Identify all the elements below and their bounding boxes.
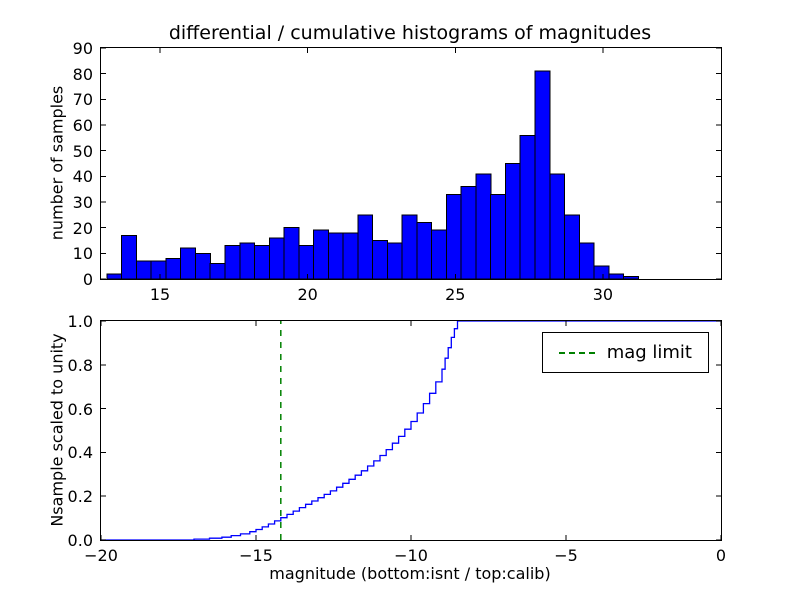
histogram-bar: [519, 134, 536, 279]
histogram-bar: [593, 265, 610, 279]
histogram-bar: [298, 245, 315, 279]
y-tick-label: 80: [72, 64, 93, 84]
cumulative-plot-area: [101, 321, 721, 540]
histogram-bar: [283, 227, 300, 279]
histogram-bar: [475, 173, 492, 279]
y-tick-label: 0: [82, 270, 93, 289]
x-tick-label: −20: [84, 546, 118, 565]
y-tick-label: 0.8: [67, 355, 93, 375]
x-tick-label: −5: [554, 546, 578, 565]
dashed-line-sample-icon: [558, 351, 595, 354]
histogram-bar: [445, 193, 462, 279]
histogram-bar: [578, 242, 595, 279]
histogram-bar: [239, 242, 256, 279]
histogram-bar: [534, 70, 551, 279]
bottom-axes-cumulative-histogram: mag limit −20 −15 −10 −5 0 0.0 0.2 0.4 0.6 0.8 1.0: [68, 312, 727, 565]
y-tick-label: 50: [72, 141, 93, 161]
legend-label: mag limit: [606, 342, 692, 363]
histogram-bar: [135, 260, 152, 279]
histogram-bar: [165, 258, 182, 279]
histogram-plot-area: [101, 48, 721, 279]
histogram-bar: [401, 214, 418, 279]
y-tick-label: 70: [72, 90, 93, 110]
x-tick-label: −15: [239, 546, 273, 565]
histogram-bar: [327, 232, 344, 279]
histogram-bar: [254, 245, 270, 279]
y-tick-label: 20: [72, 218, 93, 238]
x-tick-label: 20: [297, 285, 318, 304]
histogram-bar: [106, 273, 123, 279]
histogram-bar: [342, 232, 359, 279]
y-tick-label: 0.6: [67, 399, 93, 419]
x-tick-label: 30: [592, 285, 614, 304]
histogram-bar: [549, 173, 566, 279]
histogram-bar: [150, 260, 167, 279]
histogram-bar: [224, 245, 241, 279]
y-tick-label: 90: [72, 39, 93, 58]
histogram-bar: [431, 229, 448, 279]
histogram-bar: [623, 275, 639, 279]
histogram-bar: [209, 263, 226, 279]
chart-title: differential / cumulative histograms of …: [168, 22, 652, 44]
histogram-bar: [608, 273, 625, 279]
y-tick-label: 0.2: [67, 487, 93, 507]
x-tick-label: 15: [149, 285, 171, 304]
x-tick-label: 25: [445, 285, 466, 304]
y-tick-label: 1.0: [67, 312, 93, 331]
x-axis-label: magnitude (bottom:isnt / top:calib): [269, 564, 551, 583]
y-tick-label: 0.4: [67, 443, 93, 463]
histogram-bar: [180, 247, 196, 279]
y-tick-label: 10: [72, 244, 93, 264]
histogram-bar: [490, 193, 507, 279]
y-tick-label: 60: [72, 116, 93, 135]
x-tick-label: −10: [394, 546, 428, 565]
histogram-bar: [372, 240, 388, 279]
y-tick-label: 30: [72, 193, 93, 212]
histogram-bar: [121, 234, 138, 279]
histogram-bar: [313, 229, 329, 279]
histogram-bar: [357, 214, 374, 279]
histogram-bar: [386, 242, 403, 279]
cumulative-curve: [101, 321, 721, 540]
y-tick-label: 0.0: [67, 531, 93, 550]
histogram-bar: [564, 214, 580, 279]
histogram-bar: [268, 237, 285, 279]
histogram-bar: [460, 186, 477, 279]
top-axes-differential-histogram: 15 20 25 30 0 10 20 30 40 50 60 70 80 90: [73, 39, 722, 304]
histogram-bar: [195, 252, 211, 279]
histogram-bar: [416, 222, 433, 279]
legend: mag limit: [541, 332, 709, 373]
x-tick-label: 0: [715, 546, 727, 565]
histogram-bar: [505, 163, 521, 279]
y-tick-label: 40: [72, 167, 93, 187]
